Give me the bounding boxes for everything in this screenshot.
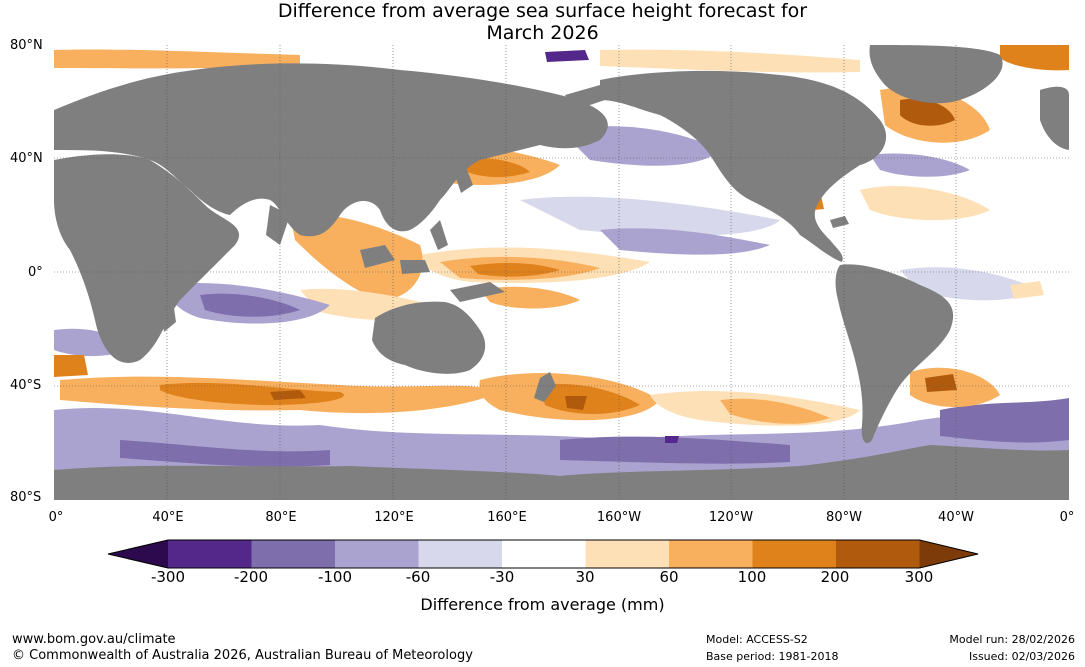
footer-issued: Issued: 02/03/2026	[968, 650, 1075, 663]
colorbar-tick-label: 200	[820, 568, 850, 586]
lon-label-0-east: 0°	[1059, 510, 1075, 525]
lon-label-160w: 160°W	[596, 510, 642, 525]
footer-base-period: Base period: 1981-2018	[706, 650, 839, 663]
footer-model-run: Model run: 28/02/2026	[949, 633, 1075, 646]
antarctica	[54, 445, 1069, 500]
africa	[54, 154, 240, 363]
colorbar-segment-6	[585, 540, 669, 568]
colorbar-tick-label: -30	[489, 568, 515, 586]
colorbar-segment-4	[418, 540, 502, 568]
colorbar-tick-label: 300	[904, 568, 934, 586]
footer-model: Model: ACCESS-S2	[706, 633, 808, 646]
australia	[372, 301, 486, 374]
footer-url[interactable]: www.bom.gov.au/climate	[12, 632, 176, 647]
lon-label-160e: 160°E	[487, 510, 527, 525]
colorbar-tick-label: -60	[405, 568, 431, 586]
colorbar-segment-10	[919, 540, 978, 568]
colorbar-segment-9	[836, 540, 920, 568]
colorbar-tick-label: 30	[575, 568, 595, 586]
lat-label-equator: 0°	[28, 265, 43, 280]
lon-label-40e: 40°E	[152, 510, 184, 525]
lon-label-80e: 80°E	[265, 510, 297, 525]
lon-label-120e: 120°E	[374, 510, 414, 525]
south-america	[835, 264, 954, 444]
lon-label-0: 0°	[48, 510, 64, 525]
land-masses	[54, 45, 1069, 500]
colorbar-tick-label: 60	[659, 568, 679, 586]
greenland	[869, 45, 1003, 104]
lat-label-80s: 80°S	[10, 490, 42, 505]
map-title-line1: Difference from average sea surface heig…	[277, 0, 808, 22]
sea-surface-height-map	[54, 45, 1069, 500]
colorbar-segment-3	[335, 540, 419, 568]
map-title-line2: March 2026	[486, 22, 599, 44]
colorbar-segment-7	[669, 540, 753, 568]
lat-label-40n: 40°N	[10, 151, 43, 166]
eurasia	[54, 63, 608, 237]
colorbar-tick-label: 100	[737, 568, 767, 586]
colorbar-segment-0	[108, 540, 168, 568]
graticule	[54, 45, 1069, 500]
colorbar-segment-1	[168, 540, 252, 568]
colorbar-title: Difference from average (mm)	[420, 595, 665, 614]
southern-ocean-strong-negative	[120, 440, 330, 467]
colorbar-tick-label: -100	[317, 568, 353, 586]
footer-copyright: © Commonwealth of Australia 2026, Austra…	[12, 648, 473, 663]
lon-label-80w: 80°W	[826, 510, 862, 525]
lat-label-40s: 40°S	[10, 378, 42, 393]
colorbar-segment-8	[752, 540, 836, 568]
colorbar-segment-5	[502, 540, 586, 568]
anomaly-patches	[54, 45, 1069, 480]
colorbar-tick-label: -200	[233, 568, 269, 586]
lat-label-80n: 80°N	[10, 38, 43, 53]
lon-label-120w: 120°W	[708, 510, 754, 525]
colorbar-segment-2	[251, 540, 335, 568]
lon-label-40w: 40°W	[938, 510, 974, 525]
colorbar-tick-label: -300	[150, 568, 186, 586]
north-america	[600, 70, 887, 262]
